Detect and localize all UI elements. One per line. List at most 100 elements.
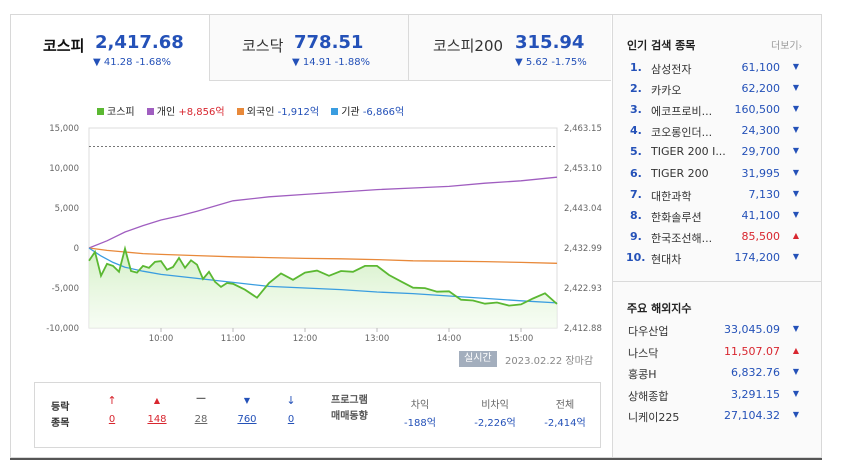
legend-individual-swatch [146, 108, 154, 115]
overseas-name: 니케이225 [628, 411, 680, 425]
legend-institution-label: 기관 [341, 107, 360, 118]
popular-price: 61,100 [741, 61, 781, 74]
x-axis-tick: 14:00 [437, 334, 462, 344]
left-axis-tick: 15,000 [49, 124, 79, 134]
legend-foreign-swatch [236, 108, 244, 115]
overseas-name: 홍콩H [628, 368, 657, 382]
tab-kosdaq[interactable]: 코스닥 778.51 ▼ 14.91 -1.88% [210, 15, 409, 81]
overseas-name: 다우산업 [628, 325, 669, 338]
popular-price: 31,995 [741, 166, 781, 180]
popular-price: 62,200 [741, 82, 781, 96]
legend-kospi-label: 코스피 [107, 107, 135, 118]
left-axis-tick: -5,000 [52, 284, 79, 294]
popular-item[interactable]: 10. 현대차 174,200 ▼ [613, 249, 822, 269]
overseas-name: 상해종합 [628, 389, 669, 403]
x-axis-tick: 10:00 [149, 334, 174, 344]
down-triangle-icon: ▼ [792, 251, 799, 261]
popular-price: 24,300 [741, 124, 781, 138]
tab-kospi-change: ▼ 41.28 -1.68% [93, 57, 172, 68]
legend-individual[interactable]: 개인 +8,856억 [146, 103, 225, 118]
bottom-border [10, 458, 822, 460]
popular-item[interactable]: 1. 삼성전자 61,100 ▼ [613, 59, 822, 79]
rise-count[interactable]: 148 [147, 414, 167, 425]
overseas-item[interactable]: 다우산업 33,045.09 ▼ [613, 321, 822, 341]
more-link[interactable]: 더보기› [771, 37, 802, 52]
popular-rank: 3. [630, 103, 642, 117]
popular-price: 41,100 [741, 208, 781, 222]
rise-triangle-icon: ▲ [153, 396, 161, 405]
legend-foreign-label: 외국인 [246, 107, 275, 118]
overseas-value: 27,104.32 [724, 409, 780, 423]
market-timestamp: 2023.02.22 장마감 [505, 356, 594, 367]
popular-item[interactable]: 8. 한화솔루션 41,100 ▼ [613, 207, 822, 227]
popular-item[interactable]: 7. 대한과학 7,130 ▼ [613, 186, 822, 206]
flat-dash-icon: — [196, 393, 206, 404]
legend-institution[interactable]: 기관 -6,866억 [331, 103, 404, 118]
program-nonarbitrage-header: 비차익 [481, 400, 509, 411]
x-axis-tick: 15:00 [509, 334, 534, 344]
popular-item[interactable]: 9. 한국조선해... 85,500 ▲ [613, 228, 822, 248]
market-widget: 코스피 2,417.68 ▼ 41.28 -1.68% 코스닥 778.51 ▼… [10, 14, 822, 458]
popular-item[interactable]: 2. 카카오 62,200 ▼ [613, 80, 822, 100]
down-triangle-icon: ▼ [792, 209, 799, 219]
x-axis-tick: 11:00 [221, 334, 246, 344]
tab-kospi200-name: 코스피200 [433, 37, 504, 55]
right-axis-tick: 2,453.10 [564, 164, 602, 174]
popular-rank: 5. [630, 145, 642, 159]
down-triangle-icon: ▼ [792, 125, 799, 135]
popular-item[interactable]: 3. 에코프로비... 160,500 ▼ [613, 101, 822, 121]
popular-item[interactable]: 5. TIGER 200 I... 29,700 ▼ [613, 143, 822, 163]
popular-item[interactable]: 4. 코오롱인더... 24,300 ▼ [613, 122, 822, 142]
overseas-item[interactable]: 상해종합 3,291.15 ▼ [613, 386, 822, 406]
more-link-label: 더보기 [771, 41, 799, 52]
realtime-badge[interactable]: 실시간 [459, 351, 497, 367]
advance-decline-label-1: 등락 [51, 402, 70, 413]
left-axis-tick: 0 [74, 244, 79, 254]
flat-count[interactable]: 28 [194, 414, 208, 425]
popular-name: 현대차 [651, 252, 682, 266]
overseas-value: 11,507.07 [724, 344, 780, 358]
legend-individual-value: +8,856억 [178, 107, 225, 118]
overseas-title: 주요 해외지수 [627, 302, 692, 315]
tab-kospi-name: 코스피 [43, 37, 85, 55]
legend-foreign[interactable]: 외국인 -1,912억 [236, 103, 319, 118]
down-triangle-icon: ▼ [792, 367, 799, 377]
program-nonarbitrage-value: -2,226억 [474, 418, 516, 429]
fall-count[interactable]: 760 [237, 414, 257, 425]
tab-kospi[interactable]: 코스피 2,417.68 ▼ 41.28 -1.68% [11, 15, 210, 81]
lower-limit-arrow-icon: ↓ [286, 394, 296, 407]
popular-price: 29,700 [741, 145, 781, 159]
lower-limit-count[interactable]: 0 [287, 414, 295, 425]
intraday-chart: 15,000 10,000 5,000 0 -5,000 -10,000 2,463.15 2… [46, 124, 602, 344]
program-total-value: -2,414억 [544, 418, 586, 429]
down-triangle-icon: ▼ [792, 62, 799, 71]
tab-kospi200[interactable]: 코스피200 315.94 ▼ 5.62 -1.75% [409, 15, 611, 81]
legend-kospi[interactable]: 코스피 [97, 103, 135, 118]
popular-price: 160,500 [734, 103, 781, 117]
index-tabs: 코스피 2,417.68 ▼ 41.28 -1.68% 코스닥 778.51 ▼… [11, 15, 611, 81]
popular-name: 에코프로비... [651, 105, 713, 119]
popular-rank: 4. [630, 124, 642, 138]
popular-rank: 7. [630, 187, 642, 201]
side-panel: 인기 검색 종목 더보기› 1. 삼성전자 61,100 ▼ 2. 카카오 62,200 ▼ 3… [612, 15, 822, 457]
program-arbitrage-value: -188억 [404, 418, 436, 429]
upper-limit-arrow-icon: ↑ [107, 394, 117, 407]
popular-item[interactable]: 6. TIGER 200 31,995 ▼ [613, 165, 822, 185]
down-triangle-icon: ▼ [792, 83, 799, 93]
down-triangle-icon: ▼ [792, 167, 799, 177]
upper-limit-count[interactable]: 0 [108, 414, 116, 425]
overseas-item[interactable]: 나스닥 11,507.07 ▲ [613, 343, 822, 363]
popular-rank: 10. [626, 250, 646, 264]
series-line-kospi [88, 245, 558, 307]
x-axis-tick: 12:00 [293, 334, 318, 344]
tab-kospi200-change: ▼ 5.62 -1.75% [515, 57, 587, 68]
series-line-foreign [88, 247, 558, 264]
popular-price: 7,130 [748, 187, 781, 201]
up-triangle-icon: ▲ [792, 345, 799, 355]
popular-name: 한화솔루션 [651, 210, 702, 224]
overseas-item[interactable]: 니케이225 27,104.32 ▼ [613, 407, 822, 427]
right-axis-tick: 2,412.88 [564, 324, 602, 334]
overseas-value: 3,291.15 [731, 387, 780, 401]
overseas-item[interactable]: 홍콩H 6,832.76 ▼ [613, 364, 822, 384]
overseas-value: 33,045.09 [724, 323, 780, 336]
